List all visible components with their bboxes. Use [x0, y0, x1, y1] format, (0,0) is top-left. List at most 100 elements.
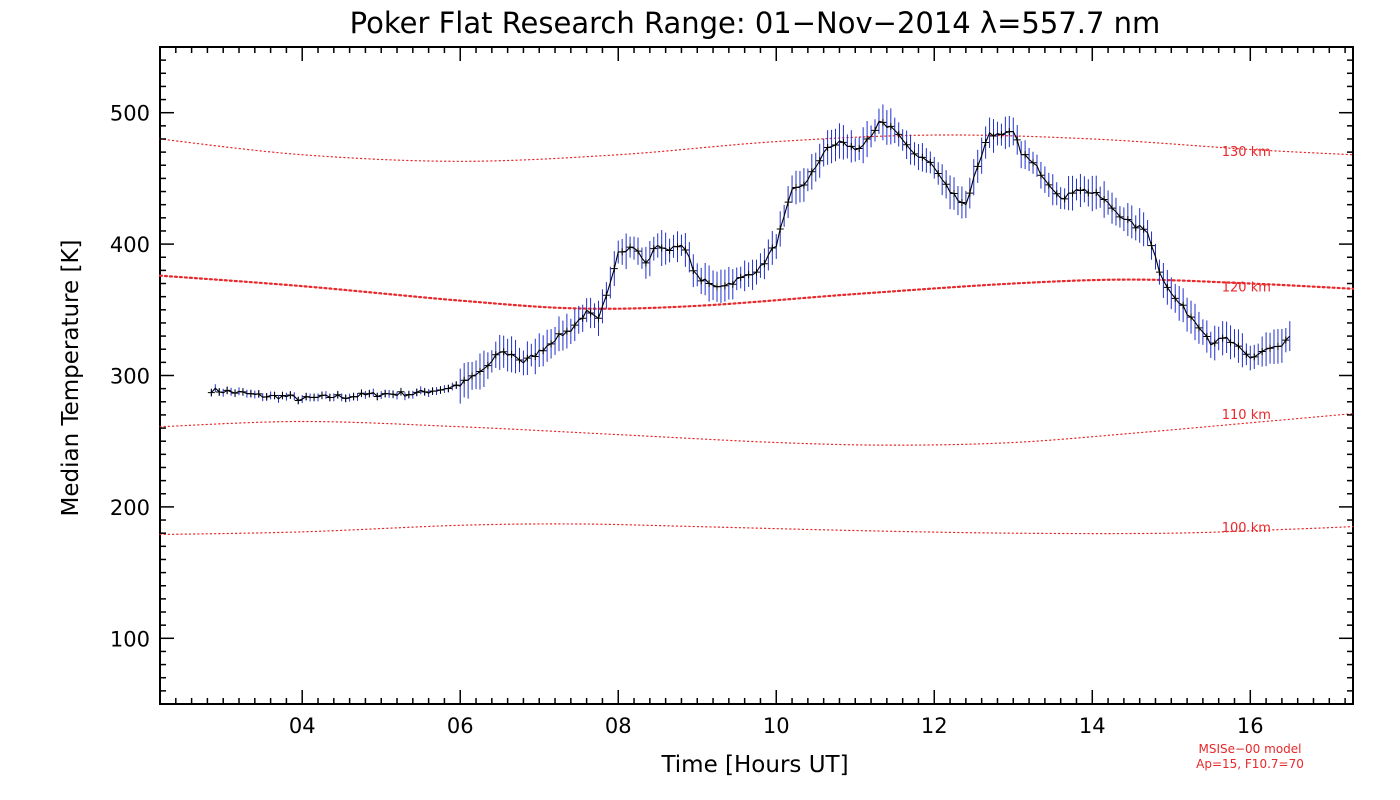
data-point — [863, 135, 871, 143]
data-point — [855, 144, 863, 152]
data-point — [334, 391, 342, 399]
y-tick-label: 500 — [110, 102, 150, 126]
y-tick-label: 300 — [110, 365, 150, 389]
data-point — [294, 396, 302, 404]
data-point — [839, 138, 847, 146]
data-point — [207, 389, 215, 397]
data-point — [1029, 159, 1037, 167]
data-point — [974, 162, 982, 170]
data-point — [1282, 336, 1290, 344]
data-point — [515, 356, 523, 364]
model-label: 100 km — [1222, 521, 1271, 536]
data-point — [500, 348, 508, 356]
data-point — [1250, 353, 1258, 361]
data-point — [1037, 171, 1045, 179]
data-point — [555, 330, 563, 338]
data-point — [1140, 225, 1148, 233]
data-point — [745, 271, 753, 279]
data-point — [705, 280, 713, 288]
model-label: 110 km — [1222, 408, 1271, 423]
data-point — [365, 390, 373, 398]
model-label: 120 km — [1222, 280, 1271, 295]
data-point — [1053, 190, 1061, 198]
plot-frame — [159, 46, 1354, 705]
data-point — [1195, 324, 1203, 332]
data-point — [760, 260, 768, 268]
data-point — [689, 267, 697, 275]
data-point — [429, 387, 437, 395]
data-point — [1061, 195, 1069, 203]
data-point — [484, 362, 492, 370]
data-point — [342, 394, 350, 402]
data-point — [1148, 242, 1156, 250]
x-tick-label: 14 — [1079, 714, 1106, 738]
data-point — [452, 381, 460, 389]
data-point — [1092, 188, 1100, 196]
data-point — [508, 350, 516, 358]
data-point — [1108, 204, 1116, 212]
data-point — [1076, 186, 1084, 194]
data-point — [642, 259, 650, 267]
data-point — [1132, 224, 1140, 232]
data-point — [255, 390, 263, 398]
data-point — [824, 143, 832, 151]
data-point — [768, 244, 776, 252]
model-curve-110km — [159, 413, 1354, 446]
data-point — [539, 347, 547, 355]
data-point — [1171, 294, 1179, 302]
data-point — [421, 388, 429, 396]
data-point — [389, 390, 397, 398]
data-point — [879, 118, 887, 126]
data-point — [1266, 344, 1274, 352]
data-point — [571, 321, 579, 329]
data-point — [413, 388, 421, 396]
data-point — [990, 132, 998, 140]
data-point — [357, 389, 365, 397]
data-point — [958, 198, 966, 206]
x-axis-label: Time [Hours UT] — [660, 752, 848, 778]
data-point — [231, 389, 239, 397]
model-note-line-1: MSISe−00 model — [1198, 742, 1301, 756]
data-point — [1211, 339, 1219, 347]
data-point — [1116, 213, 1124, 221]
data-point — [871, 126, 879, 134]
data-point — [397, 388, 405, 396]
data-point — [666, 246, 674, 254]
model-curve-130km — [159, 134, 1354, 162]
y-tick-label: 400 — [110, 233, 150, 257]
model-curve-120km — [158, 274, 1355, 310]
data-point — [681, 246, 689, 254]
data-point — [1155, 268, 1163, 276]
data-point — [436, 386, 444, 394]
data-point — [318, 391, 326, 399]
data-point — [950, 190, 958, 198]
data-point — [816, 157, 824, 165]
data-point — [721, 282, 729, 290]
model-labels: 130 km 120 km 110 km 100 km — [1222, 145, 1271, 536]
data-point — [1045, 181, 1053, 189]
data-point — [895, 130, 903, 138]
data-point — [350, 393, 358, 401]
data-point — [784, 198, 792, 206]
data-point — [1013, 136, 1021, 144]
data-point — [1021, 151, 1029, 159]
data-point — [1069, 189, 1077, 197]
x-tick-label: 10 — [763, 714, 790, 738]
data-point — [492, 351, 500, 359]
data-point — [934, 169, 942, 177]
data-point — [223, 386, 231, 394]
data-point — [1227, 338, 1235, 346]
data-point — [326, 394, 334, 402]
data-point — [239, 388, 247, 396]
data-point — [278, 392, 286, 400]
data-point — [460, 376, 468, 384]
data-point — [563, 327, 571, 335]
data-point — [997, 131, 1005, 139]
data-point — [381, 390, 389, 398]
data-point — [1242, 350, 1250, 358]
data-point — [753, 268, 760, 276]
data-point — [926, 158, 934, 166]
data-point — [911, 150, 919, 158]
data-point — [523, 354, 531, 362]
x-tick-label: 16 — [1237, 714, 1264, 738]
